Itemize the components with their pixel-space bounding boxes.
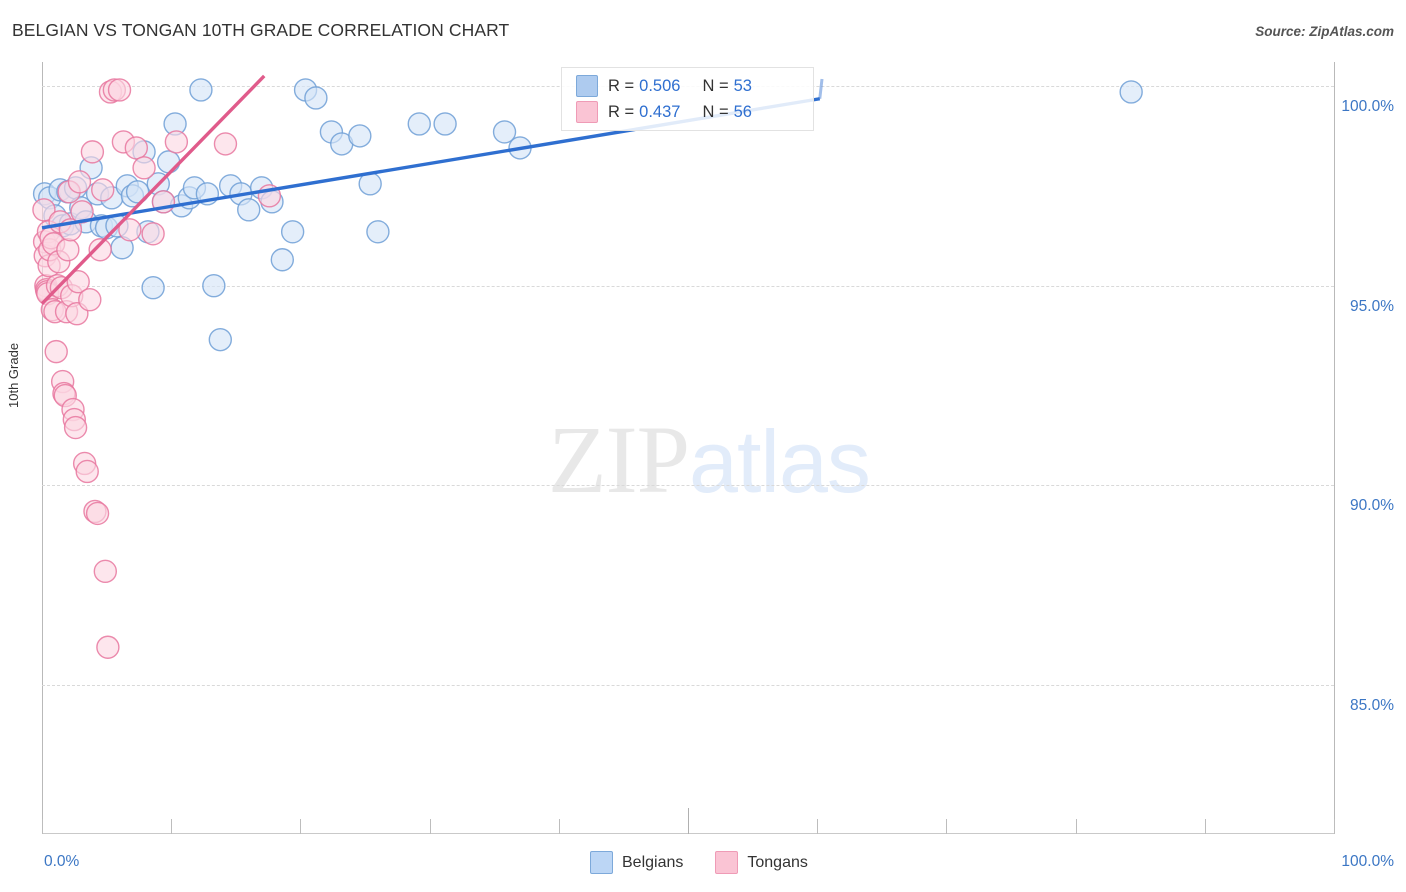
belgians-n-value: 53 (733, 76, 752, 95)
page-title: BELGIAN VS TONGAN 10TH GRADE CORRELATION… (12, 20, 510, 40)
trendline-belgians-extension (818, 78, 824, 99)
scatter-point (96, 635, 120, 659)
source-attribution: Source: ZipAtlas.com (1255, 24, 1394, 39)
x-axis-tick (1075, 819, 1077, 834)
legend-label: Belgians (622, 853, 684, 871)
scatter-point (93, 559, 118, 584)
x-axis-tick (42, 819, 43, 834)
legend-label: Tongans (747, 853, 808, 871)
x-axis-tick (171, 819, 173, 834)
x-axis-tick (817, 819, 819, 834)
scatter-point (56, 238, 80, 262)
y-axis-tick-label: 90.0% (1350, 497, 1394, 515)
scatter-point (270, 248, 295, 272)
scatter-point (107, 78, 132, 102)
scatter-point (348, 124, 372, 148)
x-axis-tick (300, 819, 302, 834)
scatter-point (202, 274, 226, 298)
scatter-point (91, 178, 115, 202)
x-axis-tick (429, 819, 431, 834)
legend-swatch-icon (590, 851, 613, 874)
scatter-point (118, 218, 142, 242)
y-axis-tick-label: 100.0% (1341, 97, 1394, 115)
series-tongans (32, 78, 282, 659)
scatter-point (237, 198, 261, 222)
legend-item-belgians[interactable]: Belgians (590, 851, 683, 874)
right-axis-line (1334, 62, 1335, 834)
x-axis-max-label: 100.0% (1341, 853, 1394, 870)
y-axis-tick-label: 85.0% (1350, 697, 1394, 715)
belgians-r-value: 0.506 (639, 76, 681, 95)
scatter-point (75, 459, 99, 484)
scatter-point (280, 220, 305, 244)
stats-row-tongans: R = 0.437 N = 56 (576, 99, 752, 125)
scatter-point (80, 140, 105, 164)
x-axis-tick (1334, 819, 1335, 834)
belgians-r-key: R = (608, 76, 635, 95)
legend-item-tongans[interactable]: Tongans (715, 851, 808, 874)
gridline (42, 285, 1334, 287)
tongans-swatch-icon (576, 101, 598, 123)
x-axis-tick (946, 819, 948, 834)
scatter-point (125, 180, 150, 204)
scatter-point (141, 276, 165, 300)
scatter-point (208, 327, 233, 352)
stats-row-belgians: R = 0.506 N = 53 (576, 73, 752, 99)
scatter-point (66, 270, 90, 294)
belgians-swatch-icon (576, 75, 598, 97)
scatter-point (189, 78, 213, 102)
scatter-point (141, 222, 165, 246)
scatter-point (78, 287, 102, 312)
trendline-tongans (40, 74, 266, 305)
scatter-point (304, 86, 328, 110)
scatter-point (156, 150, 181, 174)
scatter-point (132, 156, 156, 180)
legend-swatch-icon (715, 851, 739, 874)
gridline (42, 685, 1334, 687)
scatter-point (164, 130, 189, 154)
correlation-stats-box: R = 0.506 N = 53 R = 0.437 N = 56 (561, 67, 814, 131)
scatter-point (85, 501, 110, 526)
y-axis-line (42, 62, 43, 834)
scatter-point (32, 198, 56, 222)
scatter-point (44, 339, 68, 364)
scatter-point (1119, 80, 1143, 104)
scatter-point (433, 112, 457, 136)
x-axis-tick (688, 808, 689, 834)
scatter-point (213, 132, 238, 156)
x-axis-tick (1204, 819, 1206, 834)
scatter-point (407, 112, 431, 136)
scatter-point (67, 170, 92, 194)
scatter-point (124, 136, 149, 160)
tongans-n-key: N = (702, 102, 729, 121)
scatter-point (366, 220, 390, 244)
x-axis-min-label: 0.0% (44, 853, 80, 870)
x-axis-tick (558, 819, 560, 834)
scatter-point (492, 120, 517, 144)
tongans-n-value: 56 (733, 102, 752, 121)
series-legend: Belgians Tongans (590, 851, 830, 874)
y-axis-tick-label: 95.0% (1350, 297, 1394, 315)
gridline (42, 485, 1334, 487)
belgians-n-key: N = (702, 76, 729, 95)
tongans-r-key: R = (608, 102, 635, 121)
tongans-r-value: 0.437 (639, 102, 681, 121)
scatter-point (63, 415, 88, 440)
scatter-point (88, 238, 112, 262)
